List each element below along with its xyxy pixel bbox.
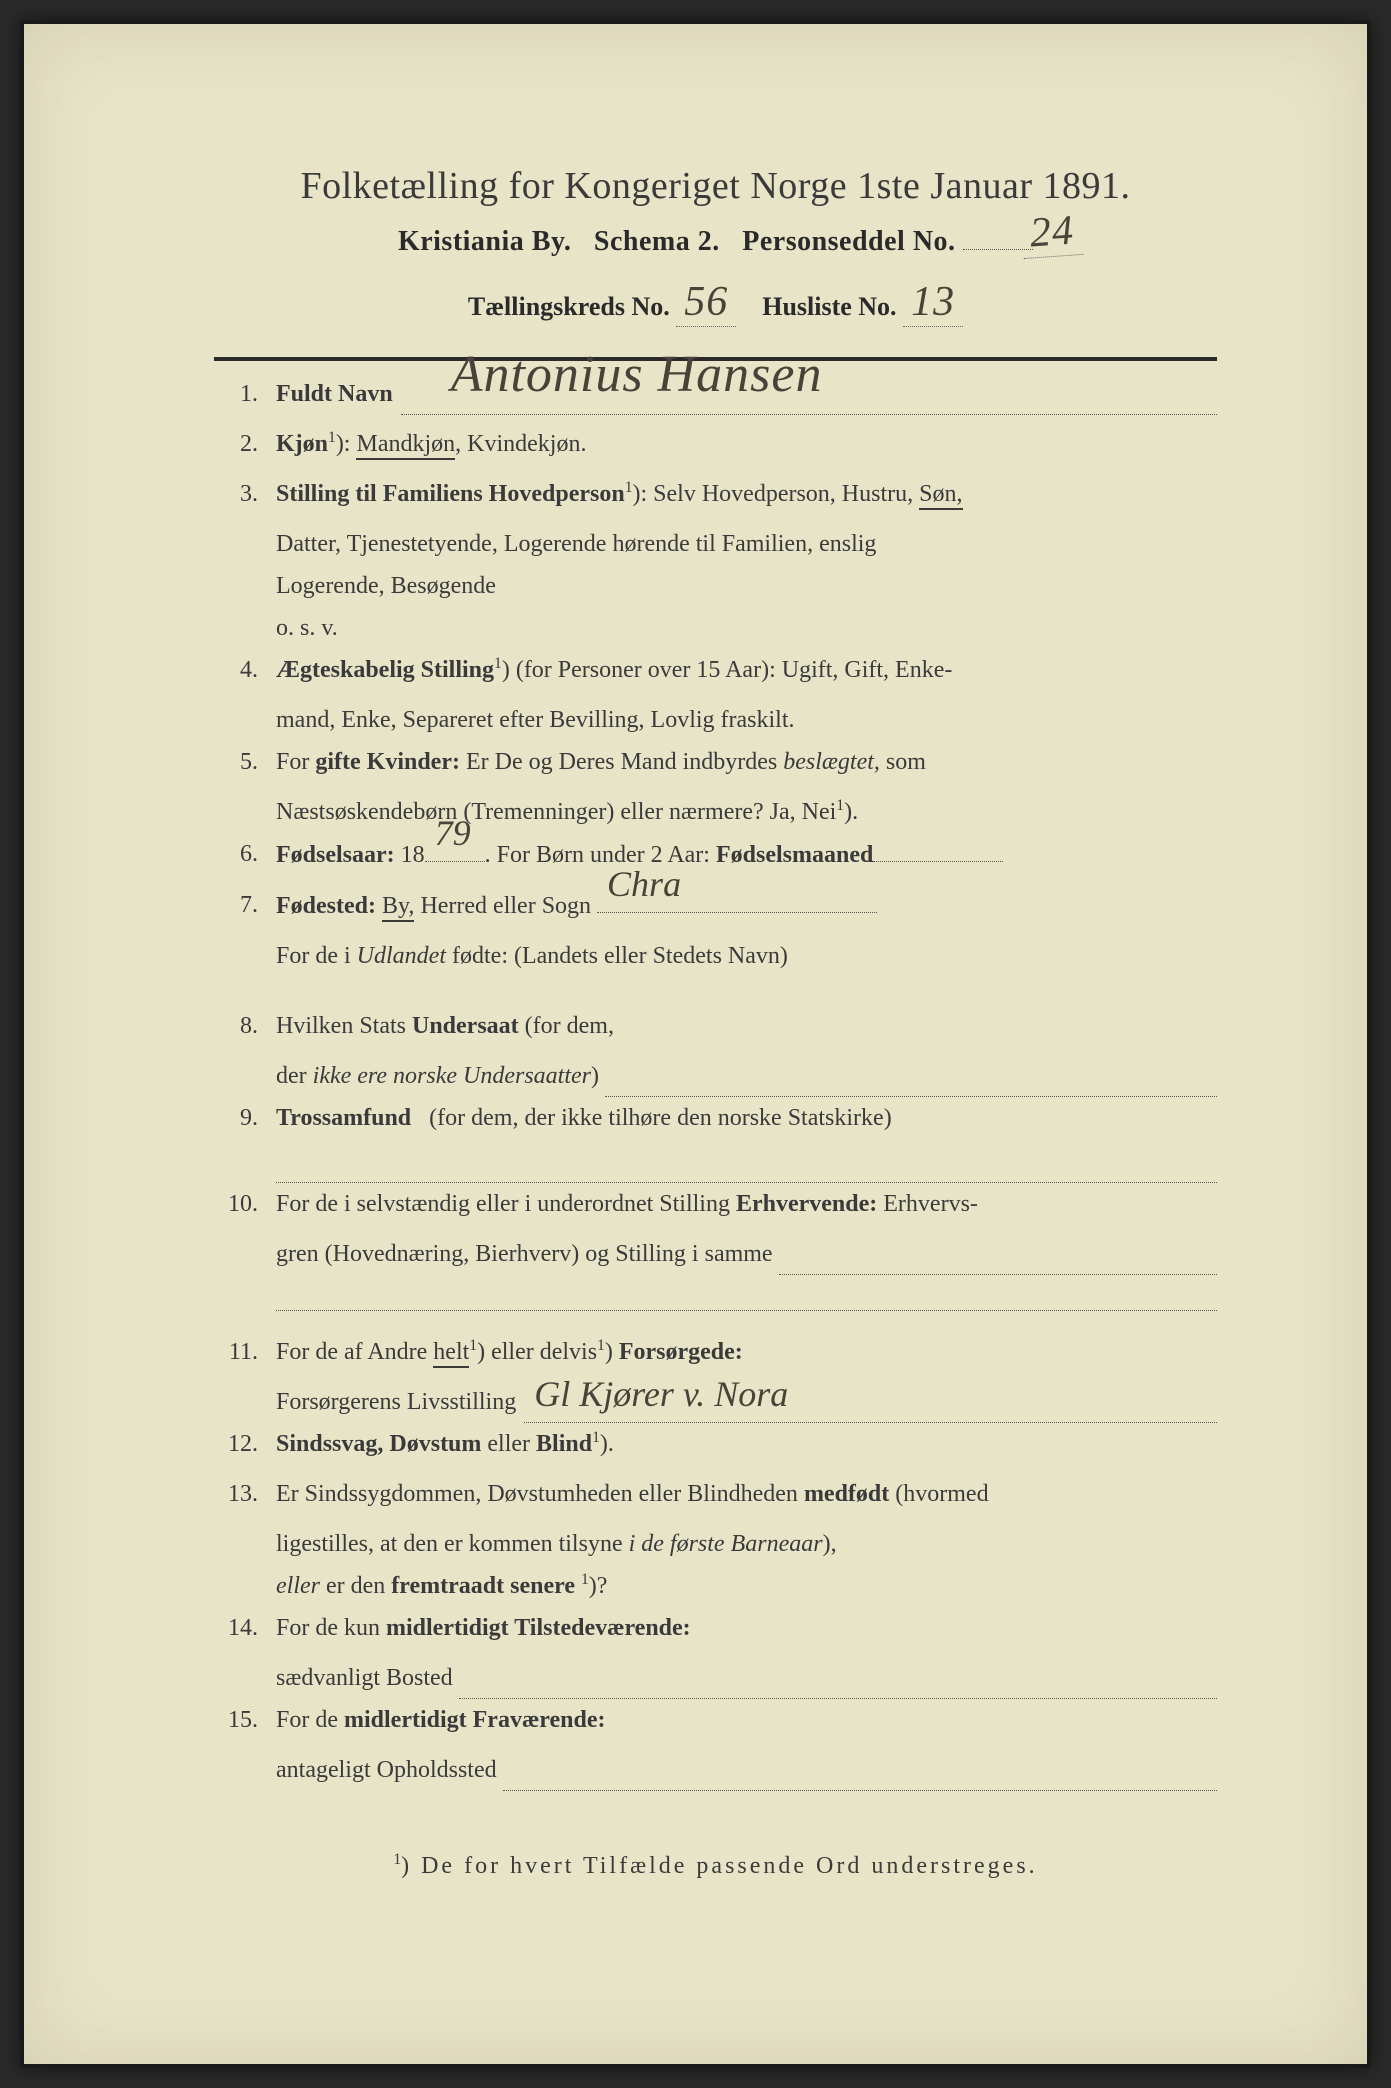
field-num: 6. [214,833,276,875]
personseddel-label: Personseddel No. [742,226,955,257]
field-3: 3. Stilling til Familiens Hovedperson1):… [214,473,1217,515]
field-11-cont: Forsørgerens Livsstilling Gl Kjører v. N… [276,1381,1217,1423]
footnote: 1) De for hvert Tilfælde passende Ord un… [214,1851,1217,1880]
husliste-value: 13 [903,278,963,327]
field-10-blank [276,1275,1217,1311]
field-7: 7. Fødested: By, Herred eller Sogn Chra [214,884,1217,927]
by-underlined: By, [382,893,414,922]
sex-female: Kvindekjøn. [467,431,586,457]
field-num: 5. [214,741,276,783]
form-body: 1. Fuldt Navn Antonius Hansen 2. Kjøn1):… [214,373,1217,1791]
field-label: Fødested: [276,893,376,919]
field-15-cont: antageligt Opholdssted [276,1749,1217,1791]
sex-male-underlined: Mandkjøn [356,431,455,460]
field-num: 12. [214,1423,276,1465]
taellingskreds-label: Tællingskreds No. [468,292,670,321]
field-2: 2. Kjøn1): Mandkjøn, Kvindekjøn. [214,423,1217,465]
field-label: Stilling til Familiens Hovedperson [276,481,625,507]
field-num: 7. [214,884,276,926]
field-1: 1. Fuldt Navn Antonius Hansen [214,373,1217,415]
field-label: Fødselsaar: [276,842,395,868]
field-5-cont: Næstsøskendebørn (Tremenninger) eller næ… [276,791,1217,833]
birthplace-value: Chra [607,853,681,916]
field-3-cont3: o. s. v. [276,607,1217,649]
taellingskreds-value: 56 [676,278,736,327]
field-label: Fuldt Navn [276,373,393,415]
provider-value: Gl Kjører v. Nora [534,1363,788,1426]
field-label: Ægteskabelig Stilling [276,657,494,683]
birth-year: 79 [435,802,471,865]
field-num: 13. [214,1473,276,1515]
field-6: 6. Fødselsaar: 1879. For Børn under 2 Aa… [214,833,1217,876]
schema-label: Schema 2. [594,226,720,257]
field-13: 13. Er Sindssygdommen, Døvstumheden elle… [214,1473,1217,1515]
field-label: Kjøn [276,431,328,457]
field-10-cont: gren (Hovednæring, Bierhverv) og Stillin… [276,1233,1217,1275]
subtitle-line3: Tællingskreds No. 56 Husliste No. 13 [214,278,1217,327]
field-num: 4. [214,649,276,691]
field-label: gifte Kvinder: [315,749,460,775]
field-13-cont2: eller er den fremtraadt senere 1)? [276,1565,1217,1607]
census-form-page: Folketælling for Kongeriget Norge 1ste J… [20,20,1371,2068]
field-num: 1. [214,373,276,415]
field-4-cont: mand, Enke, Separeret efter Bevilling, L… [276,699,1217,741]
field-7-cont: For de i Udlandet fødte: (Landets eller … [276,935,1217,977]
city-label: Kristiania By. [398,226,571,257]
field-4: 4. Ægteskabelig Stilling1) (for Personer… [214,649,1217,691]
field-10: 10. For de i selvstændig eller i underor… [214,1183,1217,1225]
son-underlined: Søn, [919,481,962,510]
field-14-cont: sædvanligt Bosted [276,1657,1217,1699]
field-num: 11. [214,1331,276,1373]
husliste-label: Husliste No. [762,292,896,321]
field-num: 8. [214,1005,276,1047]
subtitle-line: Kristiania By. Schema 2. Personseddel No… [214,226,1217,258]
field-num: 2. [214,423,276,465]
main-title: Folketælling for Kongeriget Norge 1ste J… [214,164,1217,208]
field-8-cont: der ikke ere norske Undersaatter) [276,1055,1217,1097]
field-num: 10. [214,1183,276,1225]
field-15: 15. For de midlertidigt Fraværende: [214,1699,1217,1741]
field-12: 12. Sindssvag, Døvstum eller Blind1). [214,1423,1217,1465]
form-header: Folketælling for Kongeriget Norge 1ste J… [214,164,1217,327]
field-label: Trossamfund [276,1105,411,1131]
field-num: 14. [214,1607,276,1649]
field-9-blank [276,1147,1217,1183]
field-14: 14. For de kun midlertidigt Tilstedevære… [214,1607,1217,1649]
field-num: 15. [214,1699,276,1741]
field-9: 9. Trossamfund (for dem, der ikke tilhør… [214,1097,1217,1139]
field-13-cont: ligestilles, at den er kommen tilsyne i … [276,1523,1217,1565]
field-3-cont2: Logerende, Besøgende [276,565,1217,607]
personseddel-value: 24 [1020,206,1083,259]
field-num: 3. [214,473,276,515]
name-value: Antonius Hansen [451,329,823,420]
field-8: 8. Hvilken Stats Undersaat (for dem, [214,1005,1217,1047]
field-3-cont: Datter, Tjenestetyende, Logerende hørend… [276,523,1217,565]
field-5: 5. For gifte Kvinder: Er De og Deres Man… [214,741,1217,783]
field-num: 9. [214,1097,276,1139]
